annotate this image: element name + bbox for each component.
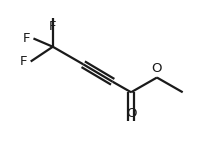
Text: F: F bbox=[22, 32, 30, 45]
Text: O: O bbox=[152, 62, 162, 75]
Text: F: F bbox=[49, 20, 56, 33]
Text: O: O bbox=[126, 107, 136, 120]
Text: F: F bbox=[19, 55, 27, 68]
